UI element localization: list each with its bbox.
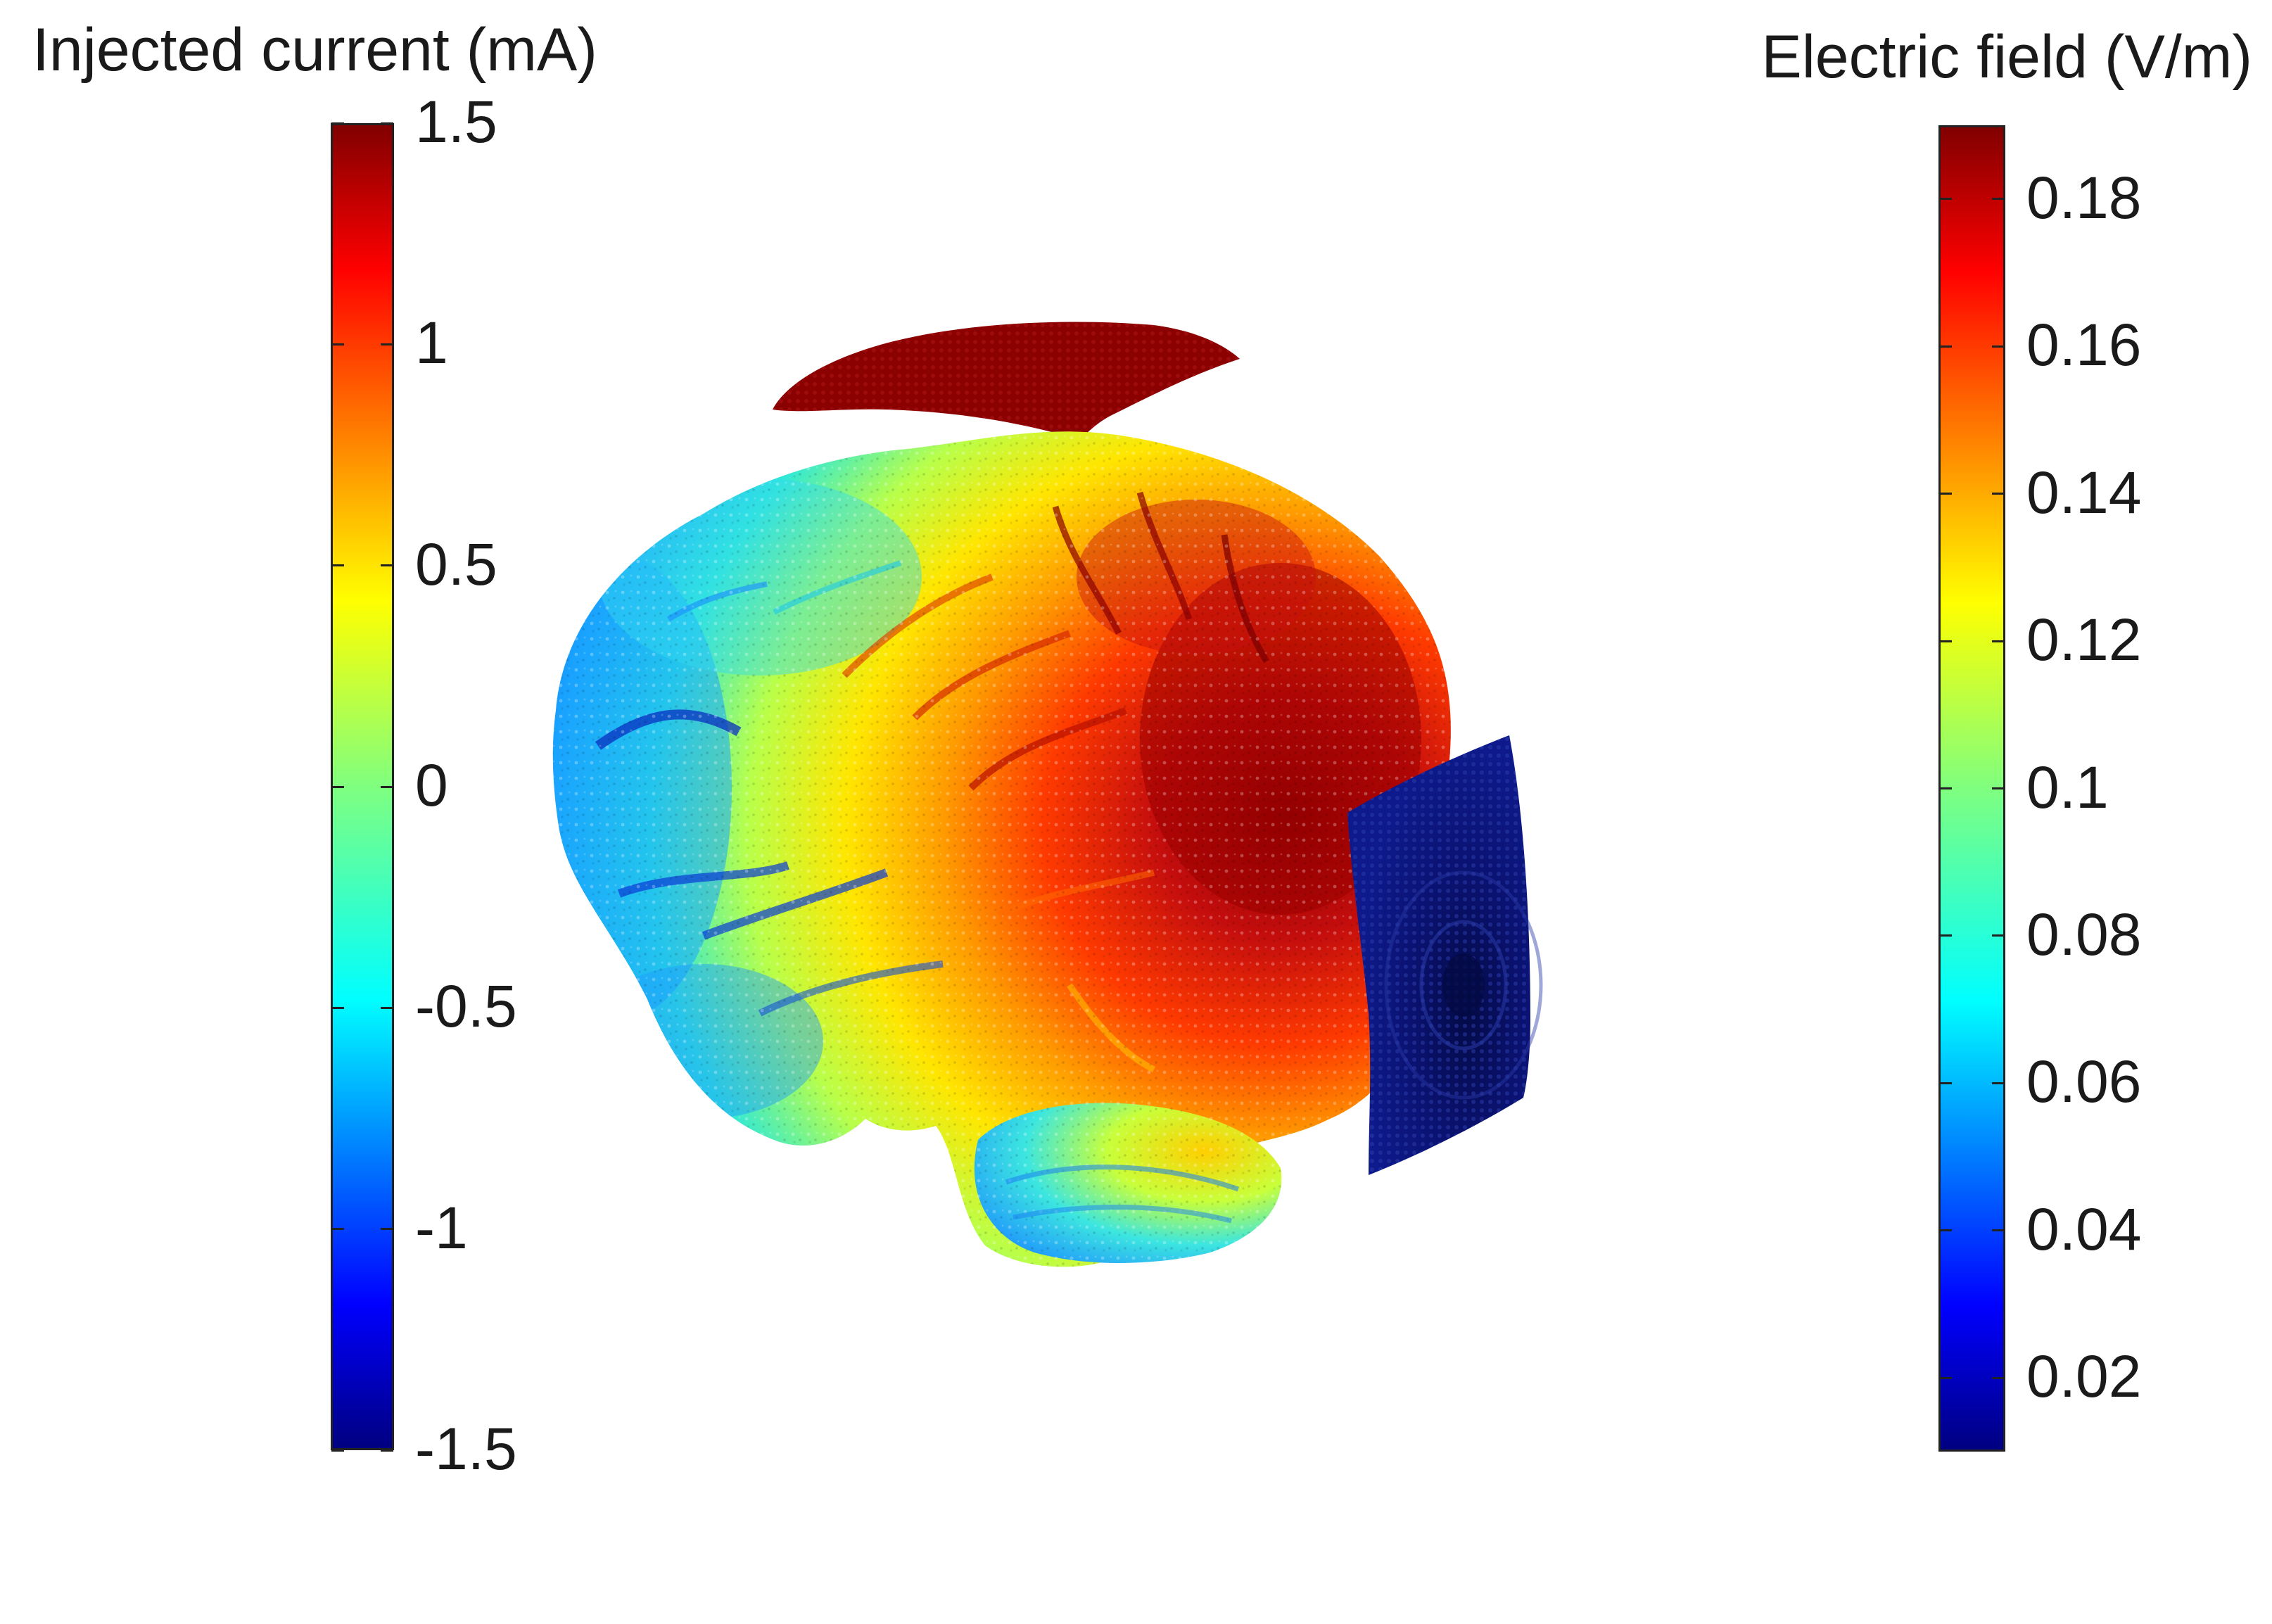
left-colorbar-tick-mark	[381, 1006, 393, 1009]
right-colorbar-tick-mark	[1939, 198, 1952, 201]
right-colorbar-tick-label: 0.04	[2026, 1195, 2142, 1262]
right-colorbar-tick-mark	[1992, 1081, 2005, 1084]
brain-surface	[552, 431, 1451, 1267]
left-colorbar-tick-mark	[381, 1228, 393, 1231]
right-colorbar-title: Electric field (V/m)	[1761, 23, 2252, 91]
left-colorbar-tick-mark	[331, 1228, 344, 1231]
right-colorbar-tick-mark	[1939, 640, 1952, 642]
right-colorbar-tick-label: 0.12	[2026, 607, 2142, 673]
right-colorbar-tick-mark	[1992, 1229, 2005, 1232]
left-colorbar-tick-mark	[331, 122, 344, 125]
right-colorbar-tick-mark	[1992, 1376, 2005, 1379]
right-colorbar-tick-mark	[1992, 493, 2005, 495]
left-colorbar-tick-mark	[331, 1006, 344, 1009]
top-electrode	[773, 322, 1240, 440]
left-colorbar-tick-mark	[331, 564, 344, 567]
right-colorbar-tick-mark	[1992, 345, 2005, 348]
right-colorbar-tick-mark	[1992, 198, 2005, 201]
right-colorbar-tick-mark	[1939, 345, 1952, 348]
left-colorbar-tick-label: -1	[415, 1194, 468, 1261]
side-electrode	[1347, 735, 1543, 1175]
right-colorbar-tick-mark	[1992, 640, 2005, 642]
right-colorbar-tick-label: 0.16	[2026, 312, 2142, 379]
left-colorbar-tick-label: 1.5	[415, 89, 497, 155]
right-colorbar-tick-label: 0.06	[2026, 1048, 2142, 1115]
right-colorbar-tick-mark	[1939, 1081, 1952, 1084]
left-colorbar-tick-mark	[331, 343, 344, 345]
right-colorbar-tick-label: 0.18	[2026, 164, 2142, 231]
left-colorbar-tick-mark	[381, 785, 393, 788]
right-colorbar-tick-mark	[1939, 787, 1952, 789]
left-colorbar-tick-label: 0	[415, 752, 448, 818]
right-colorbar-tick-mark	[1939, 934, 1952, 937]
right-colorbar-tick-mark	[1939, 1229, 1952, 1232]
left-colorbar-tick-label: -1.5	[415, 1416, 517, 1482]
left-colorbar-title: Injected current (mA)	[32, 16, 597, 84]
left-colorbar-tick-label: 1	[415, 310, 448, 376]
right-colorbar-tick-mark	[1939, 1376, 1952, 1379]
left-colorbar-tick-mark	[381, 564, 393, 567]
right-colorbar-tick-label: 0.14	[2026, 459, 2142, 526]
left-colorbar-tick-label: 0.5	[415, 531, 497, 597]
right-colorbar-tick-mark	[1992, 934, 2005, 937]
right-colorbar-tick-mark	[1992, 787, 2005, 789]
left-colorbar-tick-mark	[331, 1449, 344, 1452]
right-colorbar-tick-label: 0.02	[2026, 1343, 2142, 1410]
left-colorbar-tick-mark	[331, 785, 344, 788]
left-colorbar-tick-mark	[381, 1449, 393, 1452]
left-colorbar-tick-label: -0.5	[415, 973, 517, 1040]
left-colorbar-tick-mark	[381, 343, 393, 345]
right-colorbar-tick-label: 0.08	[2026, 901, 2142, 968]
right-colorbar-tick-label: 0.1	[2026, 754, 2109, 820]
right-colorbar-tick-mark	[1939, 493, 1952, 495]
left-colorbar-tick-mark	[381, 122, 393, 125]
